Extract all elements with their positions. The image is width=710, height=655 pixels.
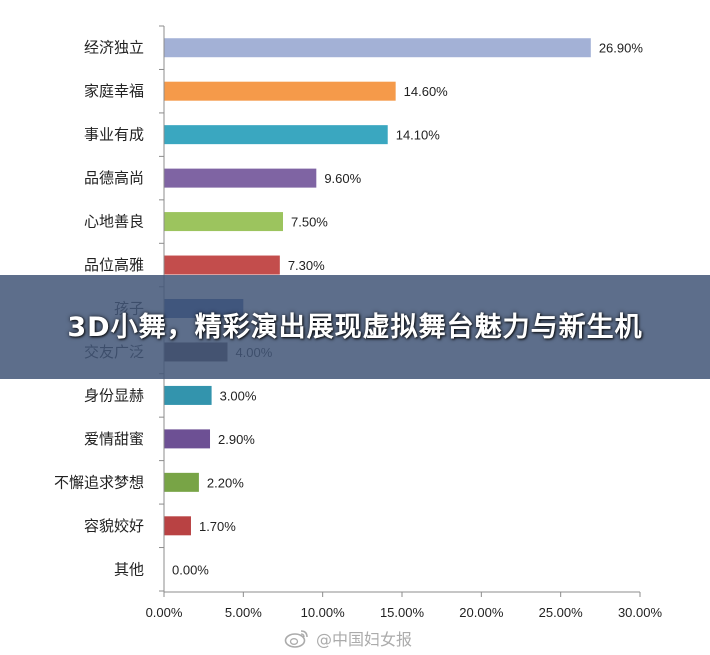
bar-5: [164, 212, 283, 232]
category-label: 品德高尚: [84, 169, 144, 187]
data-label: 14.60%: [404, 84, 449, 99]
data-label: 7.50%: [291, 215, 328, 230]
axes-layer: 经济独立 26.90% 家庭幸福 14.60% 事业有成 14.10% 品德高尚 9.60% 心…: [54, 25, 663, 620]
bar-4: [164, 168, 317, 188]
x-tick-label: 25.00%: [539, 605, 584, 620]
x-tick-label: 0.00%: [146, 605, 183, 620]
bar-12: [164, 516, 191, 536]
bar-3: [164, 125, 388, 145]
data-label: 14.10%: [396, 128, 441, 143]
data-label: 7.30%: [288, 258, 325, 273]
bar-11: [164, 472, 199, 492]
x-tick-label: 15.00%: [380, 605, 425, 620]
weibo-icon: [284, 630, 308, 648]
bar-1: [164, 38, 591, 58]
category-label: 事业有成: [84, 126, 144, 144]
category-label: 容貌姣好: [84, 517, 144, 535]
category-label: 经济独立: [84, 39, 144, 57]
data-label: 26.90%: [599, 41, 644, 56]
bar-2: [164, 81, 396, 101]
category-label: 品位高雅: [84, 256, 144, 274]
watermark: @中国妇女报: [284, 627, 412, 649]
data-label: 2.20%: [207, 475, 244, 490]
category-label: 不懈追求梦想: [54, 473, 144, 491]
category-label: 爱情甜蜜: [84, 430, 144, 448]
x-tick-label: 20.00%: [459, 605, 504, 620]
bar-6: [164, 255, 280, 275]
bar-10: [164, 429, 211, 449]
bar-9: [164, 385, 212, 405]
category-label: 其他: [114, 560, 144, 578]
data-label: 0.00%: [172, 562, 209, 577]
watermark-text: @中国妇女报: [316, 630, 413, 649]
x-tick-label: 30.00%: [618, 605, 663, 620]
data-label: 1.70%: [199, 519, 236, 534]
title-banner: 3D小舞，精彩演出展现虚拟舞台魅力与新生机: [0, 275, 710, 379]
x-tick-label: 10.00%: [301, 605, 346, 620]
data-label: 2.90%: [218, 432, 255, 447]
category-label: 心地善良: [84, 213, 144, 231]
data-label: 3.00%: [220, 388, 257, 403]
x-tick-label: 5.00%: [225, 605, 262, 620]
banner-title: 3D小舞，精彩演出展现虚拟舞台魅力与新生机: [67, 311, 643, 343]
category-label: 身份显赫: [84, 386, 144, 404]
data-label: 9.60%: [324, 171, 361, 186]
category-label: 家庭幸福: [84, 82, 144, 100]
